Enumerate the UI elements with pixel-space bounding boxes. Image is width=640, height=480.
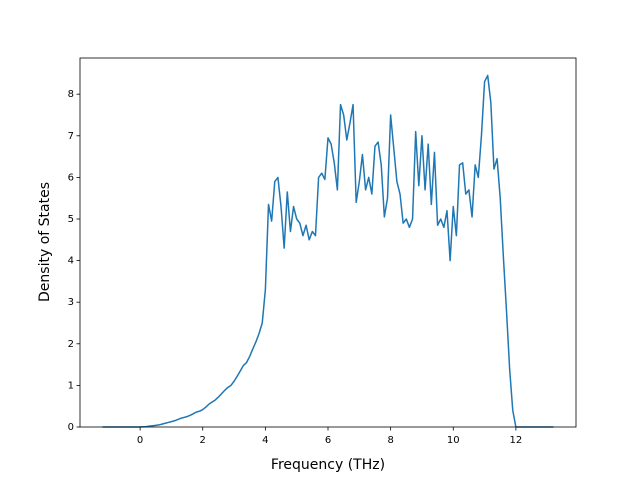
x-tick-label: 6 — [325, 435, 331, 446]
x-tick-label: 0 — [137, 435, 143, 446]
y-tick-label: 0 — [68, 422, 74, 433]
y-tick-label: 7 — [68, 131, 74, 142]
y-tick-label: 5 — [68, 214, 74, 225]
y-tick-label: 1 — [68, 380, 74, 391]
x-tick-label: 2 — [200, 435, 206, 446]
y-tick-label: 4 — [68, 256, 74, 267]
x-tick-label: 10 — [447, 435, 460, 446]
y-tick-label: 3 — [68, 297, 74, 308]
data-line — [102, 74, 554, 428]
y-axis-label: Density of States — [37, 182, 53, 302]
x-tick-label: 8 — [387, 435, 393, 446]
plot-frame — [79, 57, 577, 428]
y-tick-label: 8 — [68, 89, 74, 100]
y-tick-label: 6 — [68, 172, 74, 183]
x-tick-label: 12 — [510, 435, 523, 446]
x-tick-label: 4 — [262, 435, 268, 446]
y-tick-label: 2 — [68, 339, 74, 350]
x-axis-label: Frequency (THz) — [271, 457, 385, 473]
